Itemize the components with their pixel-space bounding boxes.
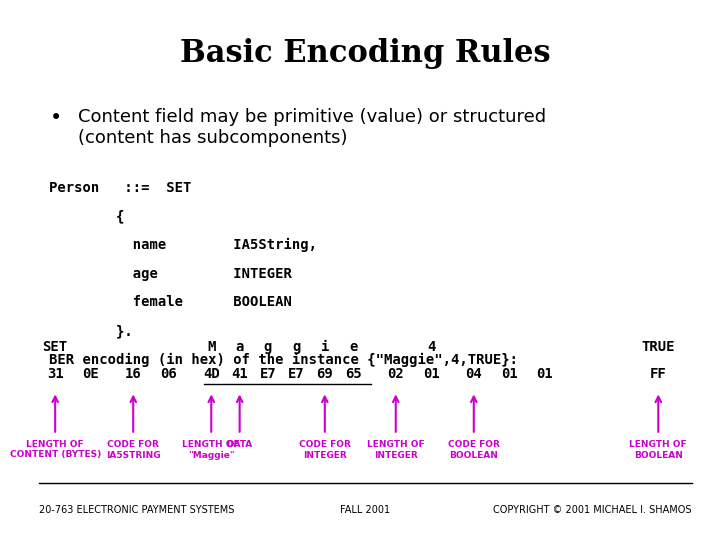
Text: FALL 2001: FALL 2001: [340, 505, 390, 515]
Text: 20-763 ELECTRONIC PAYMENT SYSTEMS: 20-763 ELECTRONIC PAYMENT SYSTEMS: [39, 505, 234, 515]
Text: LENGTH OF
CONTENT (BYTES): LENGTH OF CONTENT (BYTES): [9, 440, 101, 460]
Text: Basic Encoding Rules: Basic Encoding Rules: [180, 38, 551, 69]
Text: g: g: [292, 340, 300, 354]
Text: SET: SET: [42, 340, 68, 354]
Text: Person   ::=  SET: Person ::= SET: [50, 181, 192, 195]
Text: 4D: 4D: [203, 367, 220, 381]
Text: 01: 01: [501, 367, 518, 381]
Text: 0E: 0E: [82, 367, 99, 381]
Text: 06: 06: [161, 367, 177, 381]
Text: E7: E7: [288, 367, 305, 381]
Text: M: M: [207, 340, 215, 354]
Text: 04: 04: [465, 367, 482, 381]
Text: 65: 65: [345, 367, 361, 381]
Text: 41: 41: [231, 367, 248, 381]
Text: 69: 69: [316, 367, 333, 381]
Text: CODE FOR
IA5STRING: CODE FOR IA5STRING: [106, 440, 161, 460]
Text: e: e: [349, 340, 357, 354]
Text: }.: }.: [50, 324, 133, 338]
Text: LENGTH OF
INTEGER: LENGTH OF INTEGER: [367, 440, 425, 460]
Text: TRUE: TRUE: [642, 340, 675, 354]
Text: a: a: [235, 340, 244, 354]
Text: COPYRIGHT © 2001 MICHAEL I. SHAMOS: COPYRIGHT © 2001 MICHAEL I. SHAMOS: [493, 505, 692, 515]
Text: LENGTH OF
BOOLEAN: LENGTH OF BOOLEAN: [629, 440, 687, 460]
Text: CODE FOR
BOOLEAN: CODE FOR BOOLEAN: [448, 440, 500, 460]
Text: BER encoding (in hex) of the instance {"Maggie",4,TRUE}:: BER encoding (in hex) of the instance {"…: [50, 353, 518, 367]
Text: 01: 01: [536, 367, 553, 381]
Text: LENGTH OF
"Maggie": LENGTH OF "Maggie": [182, 440, 240, 460]
Text: E7: E7: [260, 367, 276, 381]
Text: g: g: [264, 340, 272, 354]
Text: age         INTEGER: age INTEGER: [50, 267, 292, 281]
Text: FF: FF: [650, 367, 667, 381]
Text: i: i: [320, 340, 329, 354]
Text: 16: 16: [125, 367, 142, 381]
Text: female      BOOLEAN: female BOOLEAN: [50, 295, 292, 309]
Text: 01: 01: [423, 367, 440, 381]
Text: •: •: [50, 108, 62, 128]
Text: {: {: [50, 210, 125, 224]
Text: 4: 4: [427, 340, 436, 354]
Text: 02: 02: [387, 367, 404, 381]
Text: CODE FOR
INTEGER: CODE FOR INTEGER: [299, 440, 351, 460]
Text: name        IA5String,: name IA5String,: [50, 238, 318, 252]
Text: Content field may be primitive (value) or structured
(content has subcomponents): Content field may be primitive (value) o…: [78, 108, 546, 147]
Text: 31: 31: [47, 367, 63, 381]
Text: DATA: DATA: [227, 440, 253, 449]
